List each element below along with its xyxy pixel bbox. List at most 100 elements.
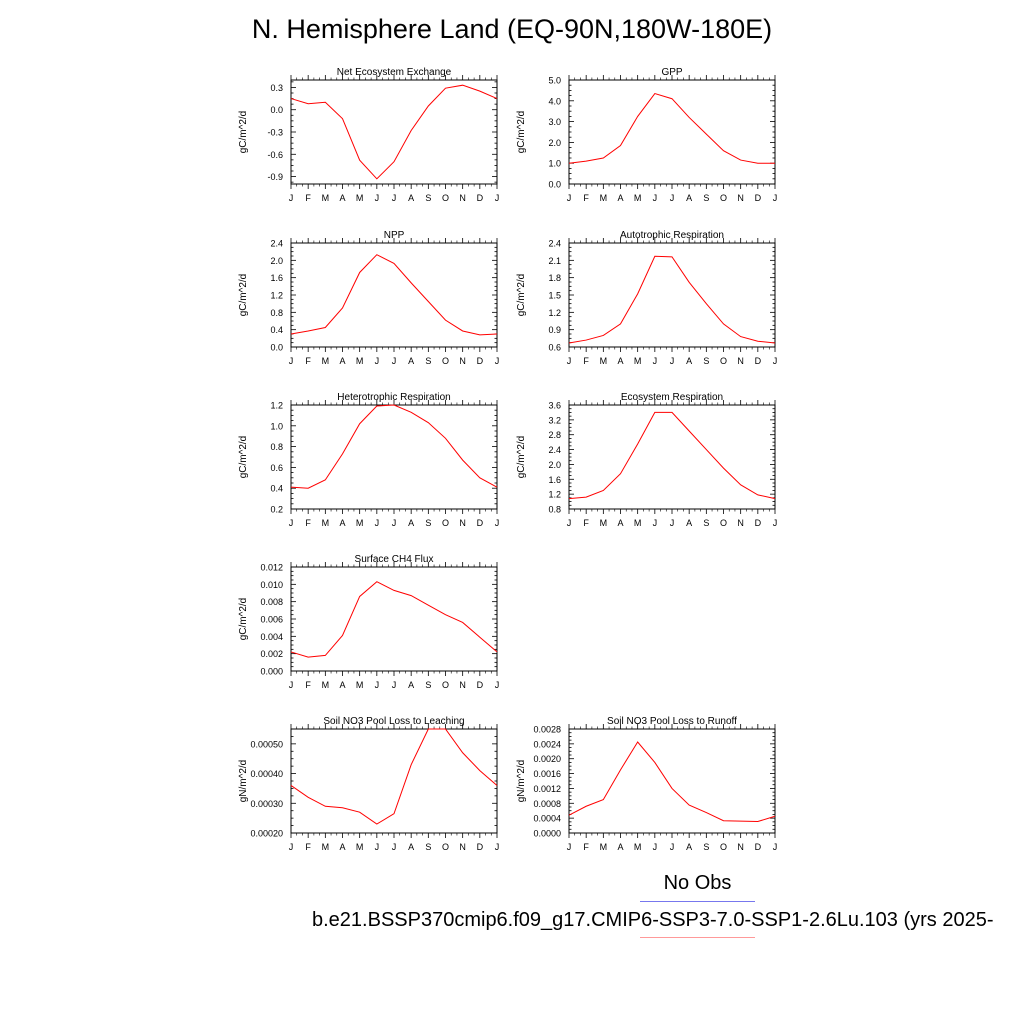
y-tick-label: -0.3 — [267, 128, 283, 138]
x-tick-label: D — [477, 193, 484, 203]
x-tick-label: J — [375, 518, 380, 528]
chart-title: Soil NO3 Pool Loss to Leaching — [323, 716, 464, 727]
x-tick-label: A — [339, 842, 345, 852]
y-tick-label: 5.0 — [548, 76, 561, 86]
x-tick-label: A — [617, 518, 623, 528]
x-tick-label: J — [289, 356, 294, 366]
chart-panel-9: Soil NO3 Pool Loss to Runoff gN/m^2/d 0.00… — [516, 716, 777, 852]
x-tick-label: O — [720, 842, 727, 852]
x-tick-label: F — [305, 193, 311, 203]
plot-frame — [290, 728, 498, 834]
y-tick-label: 0.00050 — [250, 739, 283, 749]
y-axis-label: gC/m^2/d — [238, 436, 249, 479]
series-line — [290, 254, 498, 336]
chart-panel-1: Net Ecosystem Exchange gC/m^2/d -0.9 -0.6 -0… — [238, 67, 499, 203]
y-tick-label: 0.010 — [260, 580, 283, 590]
y-tick-label: 1.6 — [548, 475, 561, 485]
x-tick-label: D — [755, 518, 762, 528]
series-line — [568, 92, 775, 164]
x-tick-label: F — [305, 518, 311, 528]
page-title: N. Hemisphere Land (EQ-90N,180W-180E) — [251, 14, 773, 44]
y-tick-label: 0.0004 — [533, 814, 561, 824]
legend-obs-line — [640, 901, 755, 902]
x-tick-label: S — [703, 842, 709, 852]
x-tick-label: N — [459, 680, 466, 690]
x-tick-label: A — [408, 193, 414, 203]
x-tick-label: M — [322, 193, 330, 203]
x-tick-label: J — [495, 680, 500, 690]
x-tick-label: F — [305, 356, 311, 366]
x-tick-label: J — [392, 518, 397, 528]
chart-panel-6: Ecosystem Respiration gC/m^2/d 0.8 1.2 1.6 2.… — [516, 392, 777, 528]
y-tick-label: 0.0028 — [533, 725, 561, 735]
y-tick-label: 0.0020 — [533, 754, 561, 764]
y-tick-label: 0.0024 — [533, 739, 561, 749]
x-tick-label: M — [634, 193, 642, 203]
x-tick-label: J — [773, 842, 778, 852]
x-tick-label: J — [392, 356, 397, 366]
x-tick-label: O — [442, 680, 449, 690]
x-tick-label: A — [686, 193, 692, 203]
y-tick-label: 0.00030 — [250, 799, 283, 809]
x-tick-label: J — [289, 518, 294, 528]
chart-title: GPP — [661, 67, 682, 78]
x-tick-label: A — [617, 193, 623, 203]
x-tick-label: A — [408, 842, 414, 852]
series-line — [568, 741, 776, 822]
x-tick-label: N — [737, 356, 744, 366]
y-axis-label: gC/m^2/d — [516, 274, 527, 317]
x-tick-label: J — [670, 842, 675, 852]
x-tick-label: J — [670, 518, 675, 528]
y-tick-label: 2.8 — [548, 430, 561, 440]
y-tick-label: 2.4 — [548, 445, 561, 455]
y-tick-label: 1.2 — [270, 291, 283, 301]
y-tick-label: 0.6 — [548, 343, 561, 353]
y-tick-label: 2.4 — [270, 239, 283, 249]
x-tick-label: M — [322, 842, 330, 852]
chart-title: Heterotrophic Respiration — [337, 392, 450, 403]
chart-panel-4: Autotrophic Respiration gC/m^2/d 0.6 0.9 1.2… — [516, 230, 777, 366]
y-tick-label: 0.006 — [260, 615, 283, 625]
legend-obs-label: No Obs — [663, 872, 732, 894]
x-tick-label: A — [617, 842, 623, 852]
x-tick-label: A — [339, 356, 345, 366]
x-tick-label: O — [720, 518, 727, 528]
chart-panel-8: Soil NO3 Pool Loss to LeachinggN/m^2/d0.… — [238, 716, 499, 852]
x-tick-label: F — [305, 680, 311, 690]
y-tick-label: 0.008 — [260, 597, 283, 607]
x-tick-label: D — [477, 356, 484, 366]
x-tick-label: S — [425, 680, 431, 690]
chart-panel-7: Surface CH4 Flux gC/m^2/d 0.000 0.002 0.004 0… — [238, 554, 499, 690]
x-tick-label: J — [773, 193, 778, 203]
x-tick-label: M — [322, 518, 330, 528]
y-tick-label: 0.0000 — [533, 829, 561, 839]
plot-frame — [290, 79, 498, 185]
x-tick-label: S — [425, 842, 431, 852]
y-tick-label: 0.012 — [260, 563, 283, 573]
y-tick-label: 0.6 — [270, 463, 283, 473]
plot-frame — [568, 242, 776, 348]
y-tick-label: 3.2 — [548, 415, 561, 425]
chart-title: Soil NO3 Pool Loss to Runoff — [607, 716, 737, 727]
y-tick-label: 2.1 — [548, 256, 561, 266]
y-tick-label: 0.0 — [270, 105, 283, 115]
x-tick-label: J — [375, 356, 380, 366]
x-tick-label: J — [495, 356, 500, 366]
x-tick-label: A — [408, 518, 414, 528]
x-tick-label: J — [653, 193, 658, 203]
y-axis-label: gN/m^2/d — [516, 760, 527, 803]
x-tick-label: S — [703, 356, 709, 366]
x-tick-label: J — [375, 842, 380, 852]
x-tick-label: J — [289, 680, 294, 690]
x-tick-label: N — [737, 193, 744, 203]
y-tick-label: 1.8 — [548, 273, 561, 283]
x-tick-label: M — [600, 842, 608, 852]
y-tick-label: 1.6 — [270, 273, 283, 283]
y-tick-label: 2.0 — [548, 138, 561, 148]
series-line — [290, 404, 498, 489]
y-tick-label: 0.002 — [260, 649, 283, 659]
x-tick-label: M — [634, 842, 642, 852]
x-tick-label: A — [686, 518, 692, 528]
x-tick-label: A — [686, 842, 692, 852]
